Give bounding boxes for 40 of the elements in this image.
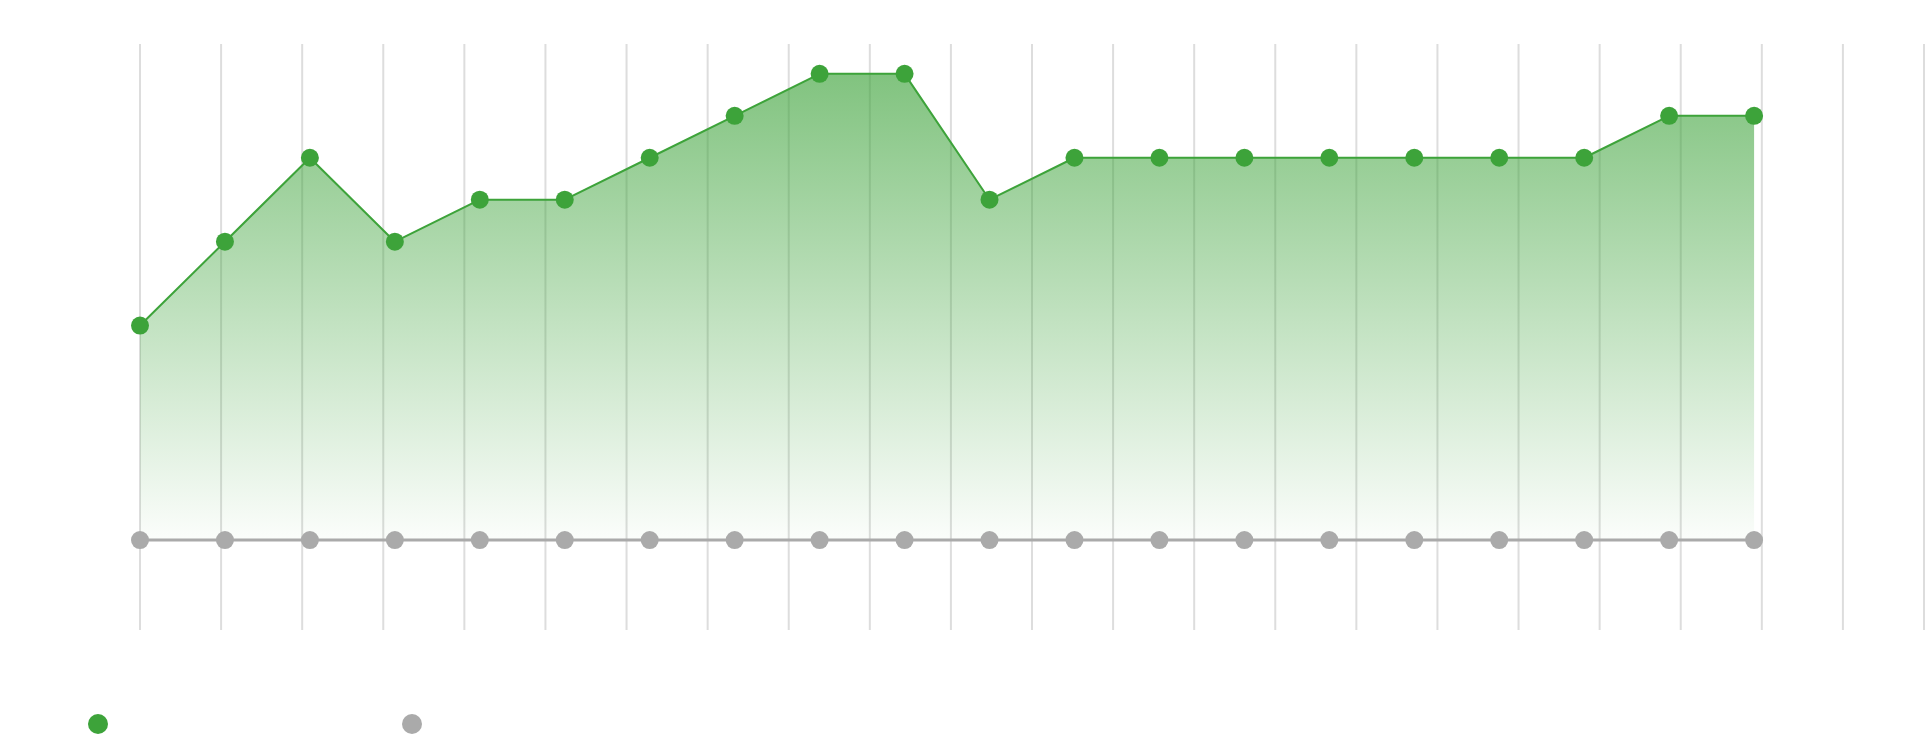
point: [1660, 106, 1679, 125]
point: [300, 148, 319, 167]
point: [1320, 531, 1339, 550]
point: [1490, 148, 1509, 167]
point: [810, 64, 829, 83]
point: [385, 232, 404, 251]
point: [640, 148, 659, 167]
point: [300, 531, 319, 550]
point: [725, 106, 744, 125]
point: [131, 531, 149, 550]
point: [980, 531, 999, 550]
point: [470, 531, 489, 550]
point: [640, 531, 659, 550]
point: [1575, 148, 1594, 167]
point: [1065, 148, 1084, 167]
point: [1745, 531, 1764, 550]
point: [215, 531, 234, 550]
point: [980, 190, 999, 209]
point: [1320, 148, 1339, 167]
point: [1065, 531, 1084, 550]
point: [1235, 148, 1254, 167]
point: [555, 531, 574, 550]
point: [895, 531, 914, 550]
point: [1745, 106, 1764, 125]
point: [215, 232, 234, 251]
point: [131, 316, 149, 335]
point: [1150, 531, 1169, 550]
point: [470, 190, 489, 209]
point: [385, 531, 404, 550]
point: [810, 531, 829, 550]
point: [1150, 148, 1169, 167]
point: [895, 64, 914, 83]
point: [1235, 531, 1254, 550]
point: [555, 190, 574, 209]
point: [1490, 531, 1509, 550]
point: [1405, 531, 1424, 550]
point: [725, 531, 744, 550]
point: [1575, 531, 1594, 550]
point: [1405, 148, 1424, 167]
point: [1660, 531, 1679, 550]
